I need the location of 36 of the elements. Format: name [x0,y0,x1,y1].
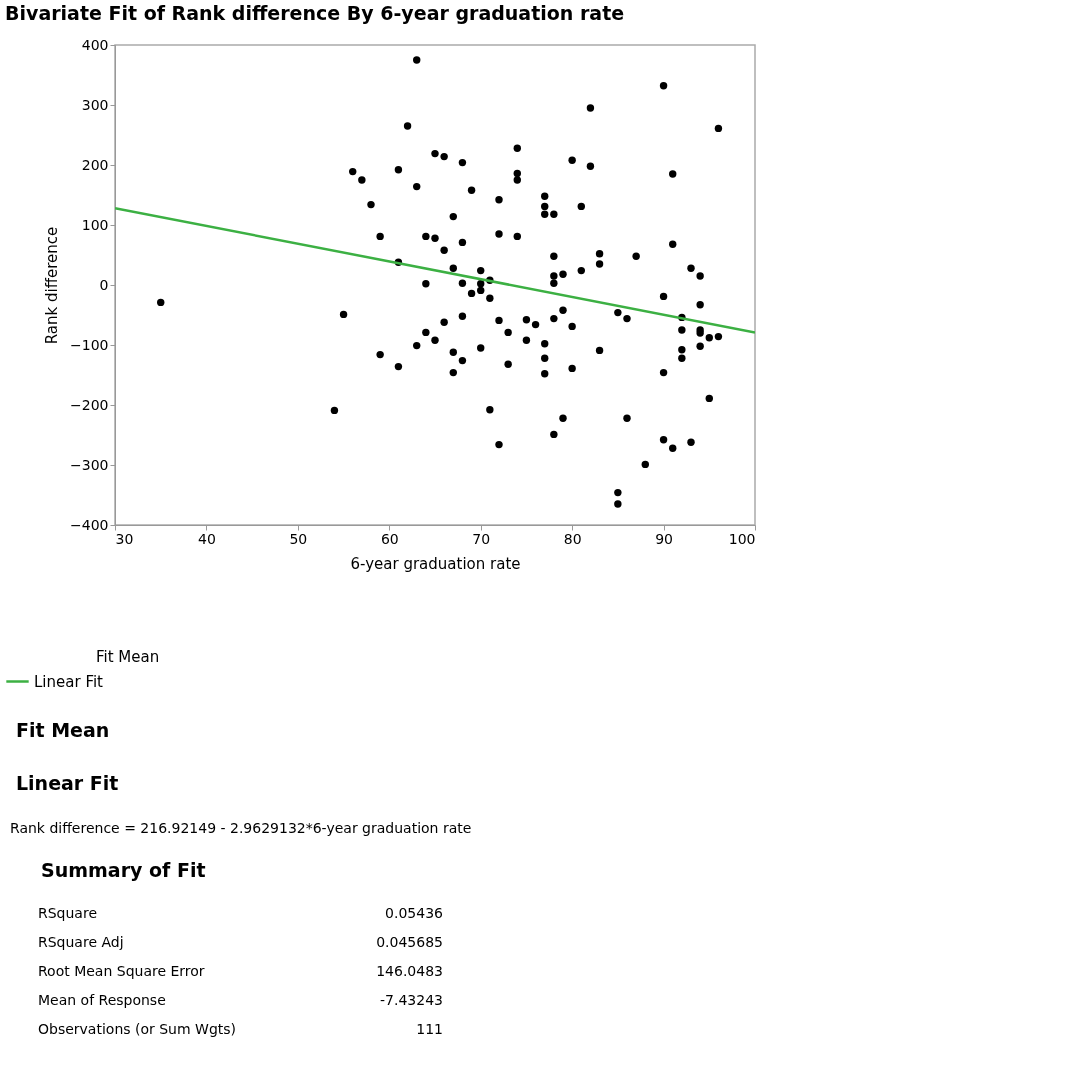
text: RSquare [38,905,98,921]
text: Linear Fit [16,772,119,794]
text: -7.43243 [380,992,443,1008]
y-tick-label: −100 [70,336,109,353]
x-tick-label: 90 [655,530,673,547]
x-tick-label: 50 [289,530,308,547]
x-tick-label: 40 [198,530,216,547]
text: Observations (or Sum Wgts) [38,1021,237,1037]
y-tick-label: 200 [81,156,109,173]
x-tick-label: 60 [380,530,399,547]
text: Mean of Response [38,992,166,1008]
x-tick-label: 80 [563,530,582,547]
y-tick-label: −400 [70,516,109,533]
text: Summary of Fit [41,859,206,881]
y-tick-label: −300 [70,456,109,473]
y-tick-label: 400 [81,36,109,53]
text: RSquare Adj [38,934,124,950]
y-tick-label: 300 [81,96,109,113]
y-axis-title: Rank difference [43,226,62,345]
text: 111 [416,1021,443,1037]
y-tick-label: 100 [81,216,109,233]
text: Rank difference = 216.92149 - 2.9629132*6-year graduation rate [10,820,472,836]
x-tick-label: 100 [728,530,756,547]
chart-title: Bivariate Fit of Rank difference By 6-year graduation rate [5,2,625,24]
x-tick-label: 70 [472,530,491,547]
text: 0.045685 [376,934,443,950]
x-axis-title: 6-year graduation rate [350,554,521,573]
y-tick-label: −200 [70,396,109,413]
text: 0.05436 [385,905,444,921]
text: 146.0483 [376,963,443,979]
y-tick-label: 0 [99,276,109,293]
text: Root Mean Square Error [38,963,205,979]
x-tick-label: 30 [115,530,134,547]
text: Fit Mean [96,648,160,666]
legend-label: Linear Fit [34,672,104,691]
text: Fit Mean [16,719,110,741]
